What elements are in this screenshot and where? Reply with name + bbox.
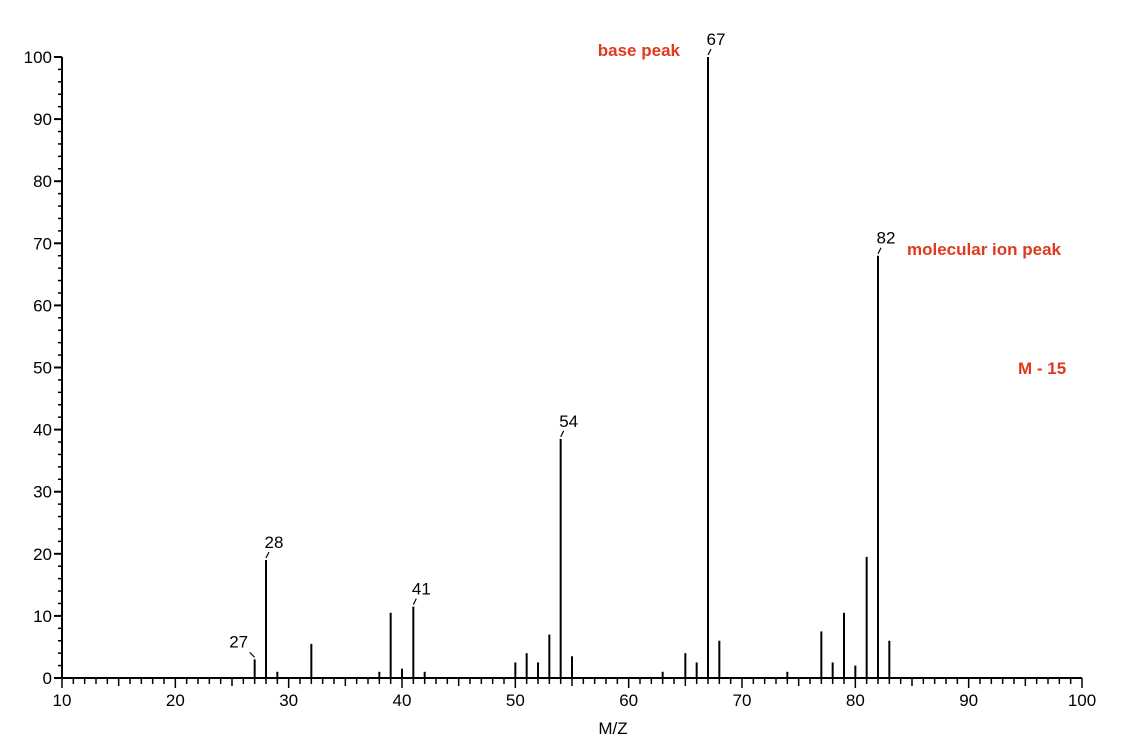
peak-label: 54 (559, 412, 578, 431)
y-tick-label: 10 (33, 607, 52, 626)
x-tick-label: 10 (53, 691, 72, 710)
y-tick-label: 40 (33, 421, 52, 440)
x-tick-label: 80 (846, 691, 865, 710)
y-tick-label: 50 (33, 359, 52, 378)
y-tick-label: 80 (33, 172, 52, 191)
x-tick-label: 90 (959, 691, 978, 710)
peak-labels: 27 28 41 54 67 82 (229, 30, 896, 658)
y-tick-label: 90 (33, 110, 52, 129)
y-tick-label: 100 (24, 48, 52, 67)
peak-label-leader (249, 651, 256, 658)
x-tick-label: 70 (733, 691, 752, 710)
x-tick-label: 100 (1068, 691, 1096, 710)
y-tick-label: 70 (33, 234, 52, 253)
x-axis-title: M/Z (598, 719, 627, 738)
x-tick-label: 30 (279, 691, 298, 710)
y-tick-label: 20 (33, 545, 52, 564)
peak-label-leader (707, 48, 712, 56)
x-tick-label: 20 (166, 691, 185, 710)
peak-label: 67 (707, 30, 726, 49)
peak-label-leader (412, 598, 417, 605)
y-tick-label: 0 (43, 669, 52, 688)
y-tick-label: 60 (33, 296, 52, 315)
x-tick-label: 40 (393, 691, 412, 710)
x-tick-label: 60 (619, 691, 638, 710)
peak-label-leader (560, 430, 565, 438)
peak-label: 28 (265, 533, 284, 552)
base-peak-annotation: base peak (598, 41, 681, 60)
peak-label: 41 (412, 580, 431, 599)
y-tick-label: 30 (33, 483, 52, 502)
peak-label-leader (877, 247, 882, 254)
x-tick-label: 50 (506, 691, 525, 710)
m-minus-15-annotation: M - 15 (1018, 359, 1066, 378)
peak-label: 82 (877, 229, 896, 248)
spectrum-peaks (253, 57, 891, 678)
peak-label-leader (265, 551, 270, 559)
peak-label: 27 (229, 632, 248, 651)
molecular-ion-annotation: molecular ion peak (907, 240, 1062, 259)
